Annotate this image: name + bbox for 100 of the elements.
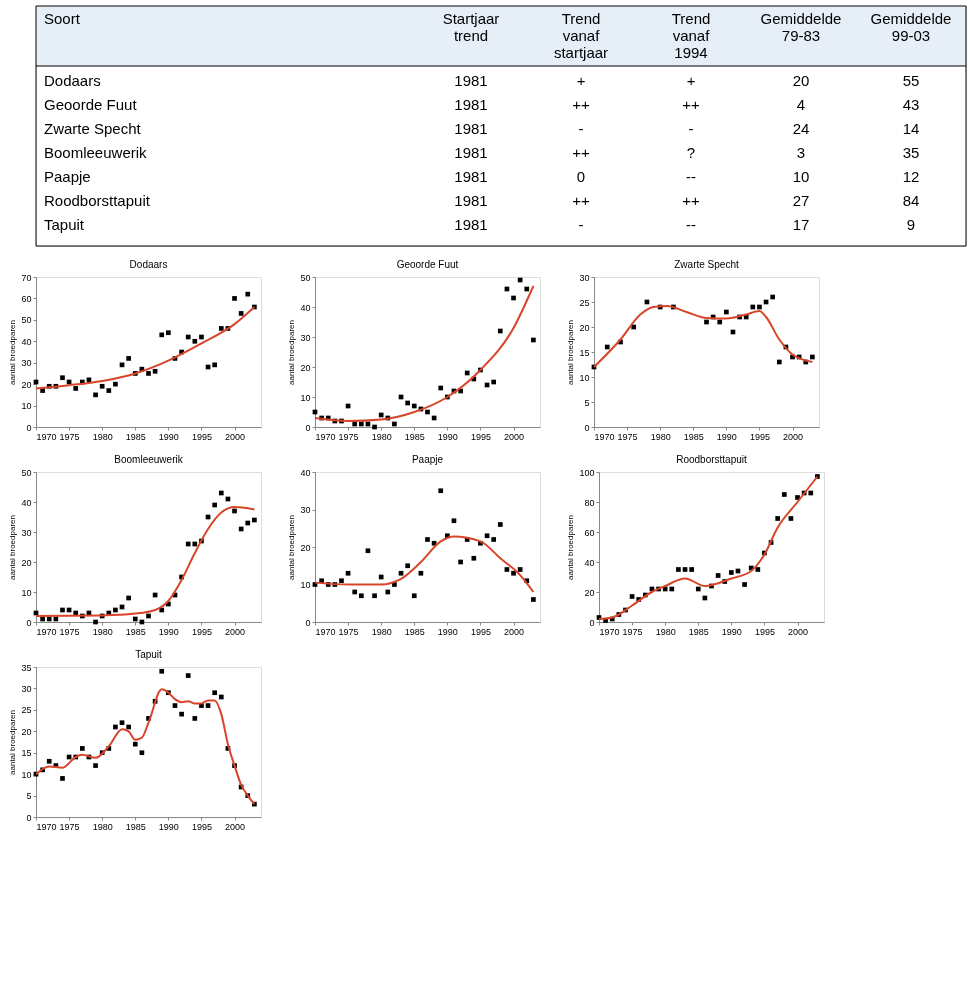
y-tick-label: 10: [21, 401, 32, 412]
category-label: Soort: [44, 10, 81, 27]
x-tick-label: 1970: [315, 626, 336, 637]
y-tick-label: 70: [21, 272, 32, 283]
y-axis-title: aantal broedparen: [287, 320, 297, 385]
text: ++: [572, 144, 590, 161]
y-tick-label: 40: [584, 557, 595, 568]
category-label: Boomleeuwerik: [44, 144, 147, 161]
y-axis-title: aantal broedparen: [8, 710, 18, 775]
x-tick-label: 2000: [788, 626, 809, 637]
y-tick-label: 20: [300, 362, 311, 373]
y-tick-label: 20: [300, 542, 311, 553]
y-tick-label: 60: [584, 527, 595, 538]
text: 1981: [454, 168, 488, 185]
x-tick-label: 2000: [504, 431, 525, 442]
y-tick-label: 35: [21, 662, 32, 673]
y-tick-label: 25: [579, 297, 590, 308]
category-label: Zwarte Specht: [44, 120, 141, 137]
text: 55: [902, 72, 920, 89]
x-tick-label: 1990: [158, 431, 179, 442]
x-tick-label: 1990: [721, 626, 742, 637]
y-tick-label: 30: [21, 527, 32, 538]
text: ?: [686, 144, 696, 161]
y-axis-title: aantal broedparen: [8, 320, 18, 385]
category-label: Geoorde Fuut: [44, 96, 137, 113]
x-tick-label: 1975: [59, 431, 80, 442]
y-tick-label: 40: [21, 336, 32, 347]
chart-title: Geoorde Fuut: [396, 259, 459, 270]
text: 20: [792, 72, 810, 89]
text: ++: [682, 192, 700, 209]
x-tick-label: 1980: [655, 626, 676, 637]
y-tick-label: 80: [584, 497, 595, 508]
chart-title: Tapuit: [135, 649, 163, 660]
x-tick-label: 1985: [125, 821, 146, 832]
y-tick-label: 30: [21, 683, 32, 694]
chart-title: Dodaars: [129, 259, 168, 270]
y-tick-label: 0: [26, 812, 32, 823]
text: 9: [906, 216, 916, 233]
text: 10: [792, 168, 810, 185]
y-tick-label: 0: [26, 422, 32, 433]
y-tick-label: 50: [21, 315, 32, 326]
x-tick-label: 1985: [404, 431, 425, 442]
y-tick-label: 20: [579, 322, 590, 333]
text: 1981: [454, 216, 488, 233]
x-tick-label: 1985: [688, 626, 709, 637]
text: -: [688, 120, 694, 137]
x-tick-label: 1985: [683, 431, 704, 442]
category-label: Trend vanaf 1994: [671, 10, 711, 61]
y-axis-title: aantal broedparen: [566, 320, 576, 385]
x-tick-label: 1990: [158, 626, 179, 637]
category-label: Dodaars: [44, 72, 101, 89]
y-tick-label: 40: [300, 302, 311, 313]
text: -: [578, 216, 584, 233]
x-tick-label: 1995: [470, 431, 491, 442]
text: 1981: [454, 96, 488, 113]
x-tick-label: 1995: [749, 431, 770, 442]
y-tick-label: 30: [579, 272, 590, 283]
y-tick-label: 40: [300, 467, 311, 478]
text: 3: [796, 144, 806, 161]
text: 43: [902, 96, 920, 113]
text: 24: [792, 120, 810, 137]
x-tick-label: 1980: [371, 431, 392, 442]
y-tick-label: 30: [21, 358, 32, 369]
text: +: [576, 72, 586, 89]
y-tick-label: 20: [21, 379, 32, 390]
text: --: [686, 168, 696, 185]
category-label: Paapje: [44, 168, 91, 185]
x-tick-label: 1990: [158, 821, 179, 832]
text: 27: [792, 192, 810, 209]
x-tick-label: 2000: [504, 626, 525, 637]
x-tick-label: 1975: [59, 821, 80, 832]
x-tick-label: 2000: [225, 431, 246, 442]
text: 17: [792, 216, 810, 233]
text: 1981: [454, 144, 488, 161]
x-tick-label: 1990: [716, 431, 737, 442]
y-tick-label: 5: [584, 397, 590, 408]
y-tick-label: 40: [21, 497, 32, 508]
text: +: [686, 72, 696, 89]
x-tick-label: 1980: [650, 431, 671, 442]
chart-title: Paapje: [411, 454, 444, 465]
x-tick-label: 1985: [125, 626, 146, 637]
y-tick-label: 20: [21, 557, 32, 568]
x-tick-label: 1970: [36, 626, 57, 637]
y-axis-title: aantal broedparen: [8, 515, 18, 580]
y-tick-label: 30: [300, 505, 311, 515]
x-tick-label: 1995: [191, 626, 212, 637]
x-tick-label: 1980: [92, 821, 113, 832]
y-tick-label: 15: [21, 748, 32, 759]
text: ++: [682, 96, 700, 113]
x-tick-label: 1980: [371, 626, 392, 637]
x-tick-label: 1990: [437, 626, 458, 637]
x-tick-label: 1970: [599, 626, 620, 637]
x-tick-label: 1980: [92, 626, 113, 637]
y-tick-label: 0: [305, 617, 311, 628]
y-tick-label: 0: [584, 422, 590, 433]
y-axis-title: aantal broedparen: [566, 515, 576, 580]
x-tick-label: 1990: [437, 431, 458, 442]
text: 4: [796, 96, 806, 113]
chart-title: Zwarte Specht: [674, 259, 739, 270]
y-tick-label: 20: [584, 587, 595, 598]
